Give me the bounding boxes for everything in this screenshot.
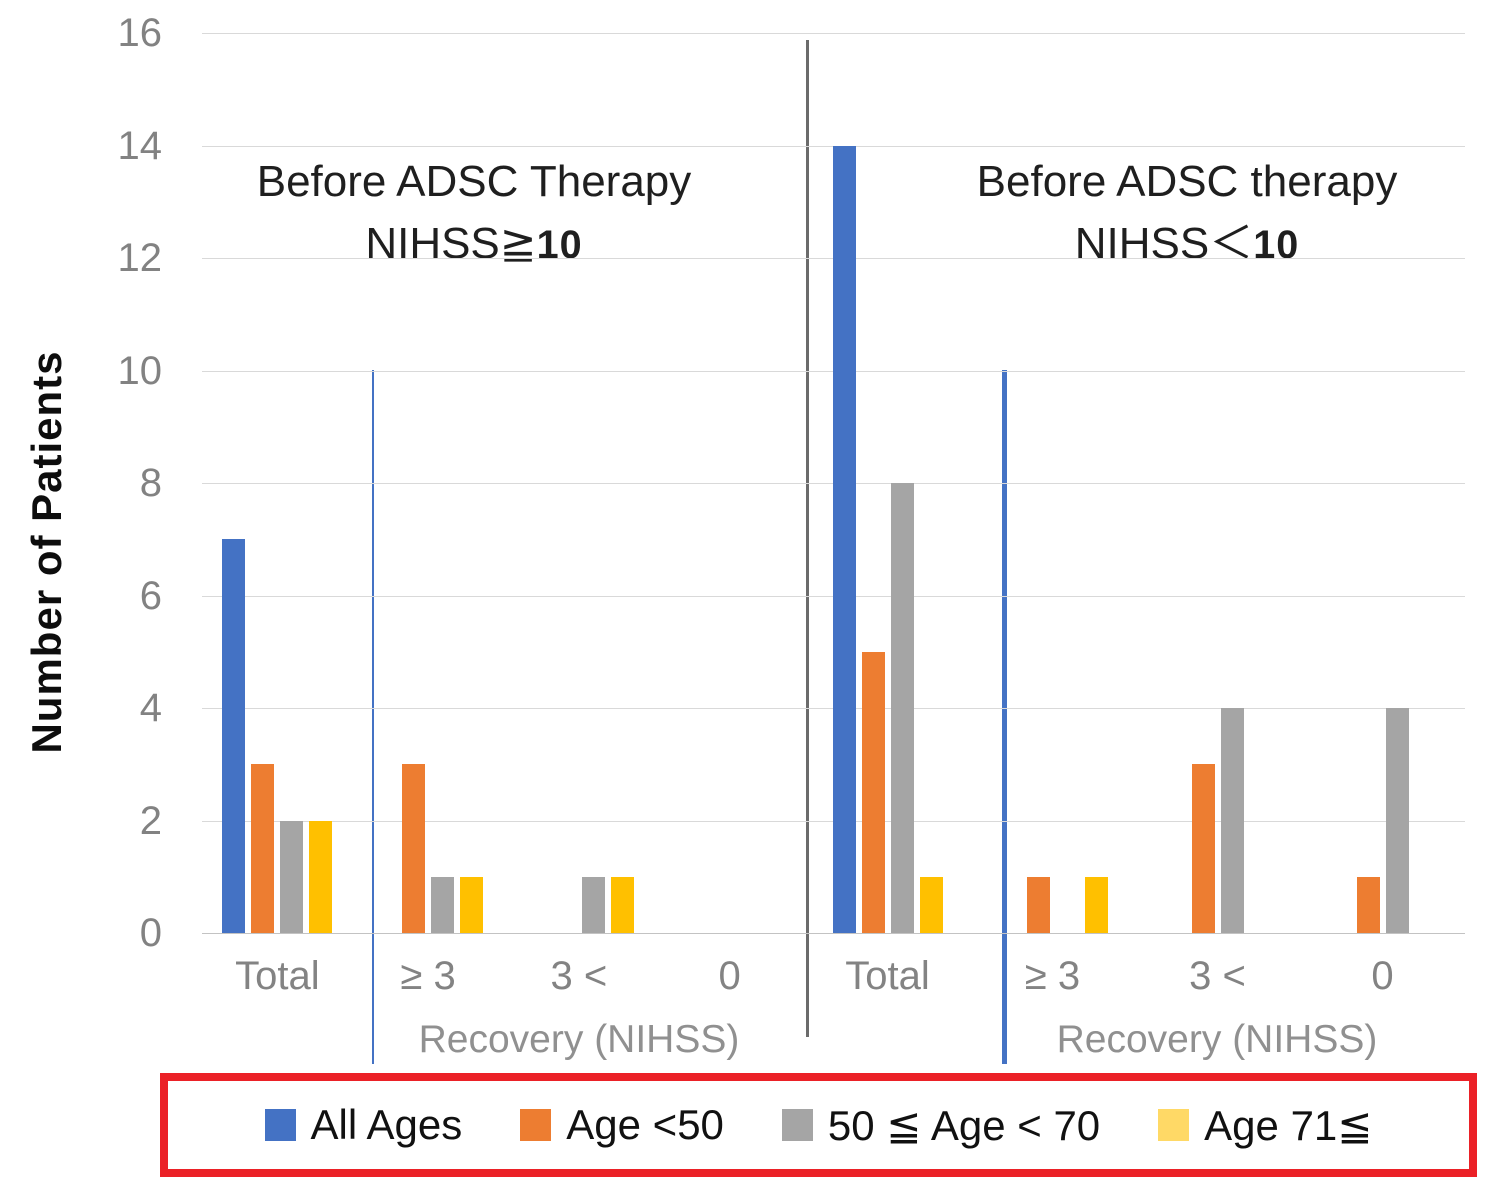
y-tick-label-0: 0 [139,911,162,955]
legend-label: Age 71≦ [1204,1101,1373,1149]
bar-panel0-Total-series0 [222,539,246,933]
category-label-panel0-0: Total [235,954,320,998]
category-label-panel0-2: 3 < [550,954,608,998]
legend-swatch-icon [520,1109,552,1141]
y-tick-label-6: 6 [139,573,162,618]
legend-swatch-icon [781,1109,813,1141]
bar-panel1-Total-series0 [832,145,856,933]
legend-swatch-icon [1158,1109,1190,1141]
legend-label: All Ages [310,1101,463,1148]
bar-panel0-Total-series3 [309,820,333,933]
y-tick-label-2: 2 [139,798,162,843]
y-tick-label-10: 10 [117,348,163,393]
bar-panel0-3<-series3 [610,876,634,933]
panel-title-left: Before ADSC Therapy NIHSS≧10 [174,151,774,276]
category-label-panel1-0: Total [845,954,930,998]
panel-title-left-line1: Before ADSC Therapy [256,157,692,206]
bar-panel1-3<-series1 [1191,764,1215,933]
plot-area: Before ADSC Therapy NIHSS≧10 Before ADSC… [118,11,1465,1064]
bar-panel1-0-series1 [1356,876,1380,933]
bar-panel0-≥3-series2 [431,876,455,933]
y-tick-label-8: 8 [139,461,162,505]
gridline-y-16 [202,33,1465,34]
legend-item-0: All Ages [264,1101,463,1149]
bar-panel0-≥3-series3 [460,876,484,933]
panel-divider-line [806,40,809,1037]
bar-panel1-Total-series3 [919,876,943,933]
category-label-panel1-1: ≥ 3 [1024,954,1081,998]
x-axis-label-left: Recovery (NIHSS) [418,1018,740,1061]
category-label-panel1-3: 0 [1371,954,1394,998]
legend-item-3: Age 71≦ [1158,1101,1372,1150]
legend-item-2: 50 ≦ Age < 70 [781,1101,1101,1150]
panel-title-right: Before ADSC therapy NIHSS＜10 [887,151,1487,276]
y-tick-label-14: 14 [117,123,163,168]
category-label-panel1-2: 3 < [1189,954,1246,998]
legend-item-1: Age <50 [520,1101,724,1149]
bar-panel0-Total-series1 [251,764,275,933]
bar-panel1-≥3-series1 [1026,876,1050,933]
panel-title-left-line2: NIHSS≧10 [365,219,583,268]
legend-swatch-icon [264,1109,296,1141]
bar-panel1-Total-series2 [890,483,914,933]
bar-panel0-3<-series2 [581,876,605,933]
y-tick-label-4: 4 [139,686,162,730]
panel-title-right-line2: NIHSS＜10 [1074,219,1300,268]
legend-label: Age <50 [566,1101,724,1148]
y-tick-label-12: 12 [117,236,163,280]
panel-title-right-line1: Before ADSC therapy [976,157,1398,206]
bar-panel0-Total-series2 [280,820,304,933]
bar-panel0-≥3-series1 [402,764,426,933]
category-label-panel0-1: ≥ 3 [400,954,456,998]
legend-label: 50 ≦ Age < 70 [827,1101,1101,1149]
bar-panel1-3<-series2 [1220,708,1244,933]
legend-box: All Ages Age <50 50 ≦ Age < 70 Age 71≦ [160,1073,1477,1177]
bar-panel1-≥3-series3 [1084,876,1108,933]
y-tick-label-16: 16 [117,11,163,55]
x-axis-label-right: Recovery (NIHSS) [1056,1018,1378,1061]
separator-line-left-panel [372,370,374,1064]
bar-panel1-Total-series1 [861,651,885,933]
category-label-panel0-3: 0 [718,954,741,998]
gridline-y-0 [202,933,1465,934]
bar-panel1-0-series2 [1385,708,1409,933]
separator-line-right-panel [1002,370,1007,1064]
